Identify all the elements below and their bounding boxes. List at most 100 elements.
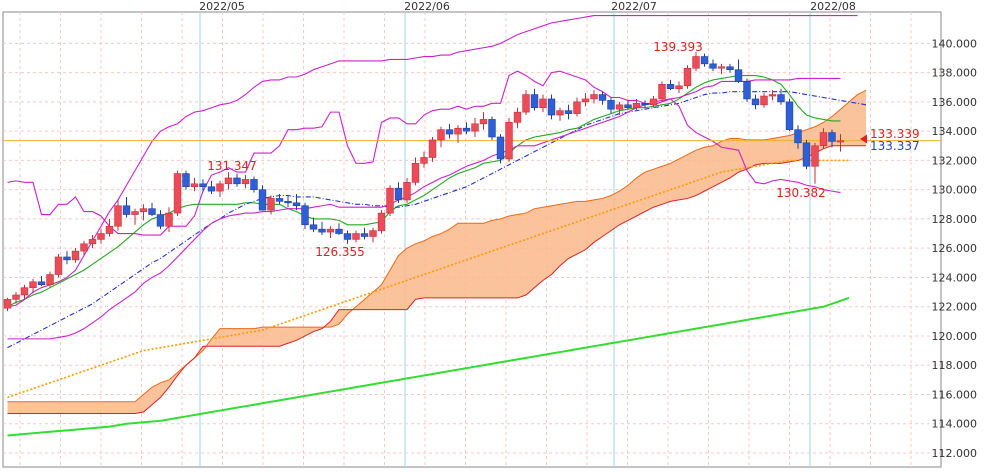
- annotation-low-2: 130.382: [776, 186, 826, 200]
- series-line-upper: [7, 70, 841, 236]
- candle-body: [488, 119, 496, 138]
- candle-body: [496, 136, 505, 160]
- cloud-fill: [7, 90, 866, 414]
- series-line-base: [7, 91, 867, 349]
- annotation-high-2: 139.393: [653, 40, 703, 54]
- candle-body: [819, 132, 828, 147]
- candle-body: [530, 94, 539, 109]
- candle-body: [292, 202, 301, 207]
- candle-body: [828, 132, 836, 142]
- cloud-span-b-line: [7, 145, 866, 414]
- candle-body: [284, 201, 292, 204]
- y-tick-label: 136.000: [932, 96, 978, 109]
- candle-body: [479, 119, 488, 125]
- candle-body: [556, 110, 564, 116]
- candle-body: [811, 145, 819, 167]
- candle-body: [267, 198, 275, 211]
- x-axis-labels: 2022/05 2022/06 2022/07 2022/08: [199, 0, 856, 13]
- candle-body: [794, 129, 802, 144]
- y-tick-label: 134.000: [932, 125, 978, 138]
- candle-body: [258, 189, 267, 211]
- candle-body: [20, 287, 29, 296]
- x-tick-label-1: 2022/05: [199, 0, 245, 13]
- y-tick-label: 138.000: [932, 67, 978, 80]
- candle-body: [309, 224, 318, 230]
- candle-body: [420, 157, 428, 164]
- candle-body: [114, 205, 122, 227]
- candle-body: [224, 177, 233, 185]
- candlesticks: [3, 52, 845, 312]
- candle-body: [573, 101, 581, 114]
- candle-body: [539, 98, 547, 109]
- candle-body: [88, 239, 97, 245]
- candle-body: [326, 228, 335, 233]
- x-tick-label-2: 2022/06: [404, 0, 450, 13]
- candle-body: [369, 230, 377, 237]
- candle-body: [182, 173, 190, 188]
- candle-body: [683, 67, 692, 87]
- candle-body: [216, 183, 224, 192]
- y-tick-label: 120.000: [932, 330, 978, 343]
- candle-body: [352, 233, 360, 240]
- candle-body: [777, 94, 785, 103]
- candle-body: [581, 98, 590, 103]
- x-tick-label-3: 2022/07: [611, 0, 657, 13]
- candle-body: [445, 129, 454, 135]
- candle-body: [513, 111, 522, 123]
- candle-body: [173, 173, 182, 214]
- candle-body: [658, 84, 666, 100]
- candle-body: [743, 81, 751, 100]
- candle-body: [54, 256, 63, 275]
- candle-body: [63, 256, 71, 261]
- candle-body: [386, 187, 394, 214]
- annotation-last-bid: 133.339: [870, 127, 920, 141]
- last-price-marker: [860, 134, 867, 144]
- x-tick-label-4: 2022/08: [810, 0, 856, 13]
- candle-body: [462, 127, 471, 132]
- y-tick-label: 130.000: [932, 184, 978, 197]
- candle-body: [564, 110, 573, 114]
- candle-body: [437, 129, 445, 141]
- candle-body: [709, 63, 717, 69]
- candle-body: [394, 187, 403, 201]
- candle-body: [471, 123, 479, 132]
- y-tick-label: 122.000: [932, 301, 978, 314]
- candle-body: [785, 101, 794, 130]
- candle-body: [3, 299, 12, 309]
- series-line-trail: [7, 15, 858, 308]
- candle-body: [675, 85, 683, 90]
- candle-body: [71, 250, 80, 261]
- grid-lines: [3, 12, 941, 467]
- price-annotations: 131.347 126.355 139.393 130.382 133.339 …: [207, 40, 919, 259]
- candle-body: [156, 214, 165, 227]
- candle-body: [666, 84, 675, 90]
- candle-body: [199, 183, 207, 188]
- candle-body: [105, 225, 114, 234]
- series-line-ma_long: [7, 296, 850, 437]
- candle-body: [615, 104, 624, 110]
- candle-body: [403, 182, 411, 201]
- candle-body: [131, 211, 139, 215]
- candle-body: [377, 212, 386, 231]
- candle-body: [428, 139, 437, 158]
- indicator-lines: [7, 15, 867, 437]
- candle-body: [760, 95, 768, 106]
- candle-body: [190, 183, 199, 188]
- candle-body: [241, 179, 250, 185]
- candle-body: [411, 163, 420, 183]
- y-tick-label: 128.000: [932, 213, 978, 226]
- candle-body: [726, 66, 734, 70]
- candle-body: [29, 281, 37, 288]
- candle-body: [148, 208, 156, 215]
- candle-body: [37, 281, 46, 286]
- candle-body: [734, 69, 743, 82]
- annotation-low-1: 126.355: [315, 245, 365, 259]
- candle-body: [122, 205, 131, 215]
- candle-body: [624, 104, 632, 109]
- annotation-high-1: 131.347: [207, 159, 257, 173]
- y-tick-label: 114.000: [932, 418, 978, 431]
- series-line-lower: [7, 77, 841, 340]
- candle-body: [165, 212, 173, 227]
- candle-body: [717, 66, 726, 69]
